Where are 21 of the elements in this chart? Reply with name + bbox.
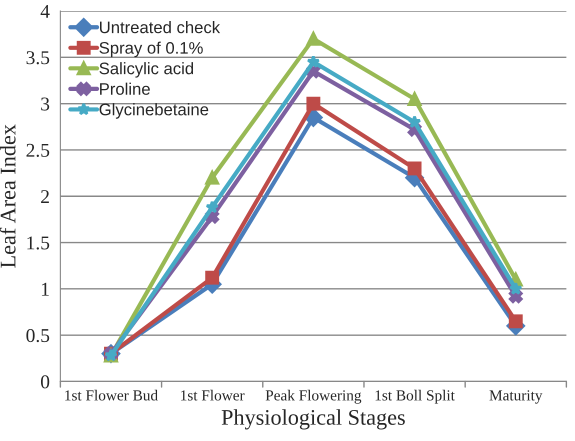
y-tick-label: 3.5: [26, 51, 50, 64]
y-tick-label: 1: [42, 282, 49, 296]
y-tick-label: 0: [40, 375, 50, 388]
x-tick-label: Peak Flowering: [266, 390, 362, 404]
y-tick-label: 3: [41, 98, 50, 111]
x-tick-label: 1st Flower: [181, 390, 245, 401]
x-tick-label: 1st Flower Bud: [65, 390, 158, 401]
y-axis-title: Leaf Area Index: [0, 124, 16, 268]
legend-label: Salicylic acid: [99, 62, 194, 78]
legend-label: Proline: [100, 82, 150, 95]
legend-label: Spray of 0.1%: [99, 42, 203, 58]
legend-label: Untreated check: [100, 21, 220, 34]
y-tick-label: 0.5: [26, 328, 50, 342]
x-tick-label: 1st Boll Split: [376, 390, 455, 404]
y-tick-label: 1.5: [27, 236, 50, 250]
y-tick-label: 4: [40, 4, 50, 18]
x-tick-label: Maturity: [489, 390, 542, 404]
y-tick-label: 2: [41, 190, 49, 203]
x-axis-title: Physiological Stages: [222, 409, 405, 430]
legend-label: Glycinebetaine: [100, 103, 208, 119]
y-tick-label: 2.5: [26, 144, 50, 157]
